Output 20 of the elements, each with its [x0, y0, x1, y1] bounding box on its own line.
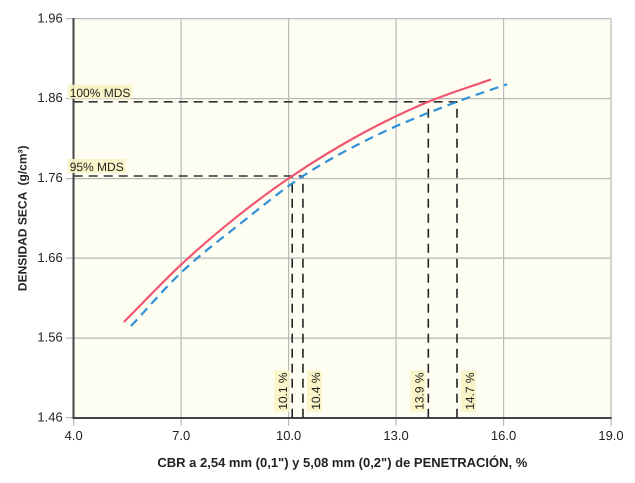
y-tick-label: 1.46 — [37, 409, 63, 424]
ref-line-label: 10.1 % — [276, 372, 290, 410]
x-tick-label: 4.0 — [64, 428, 83, 444]
ref-line-label: 14.7 % — [462, 372, 477, 410]
y-tick-label: 1.66 — [37, 250, 63, 265]
ref-line-label: 10.4 % — [308, 372, 323, 410]
x-tick-label: 7.0 — [172, 428, 190, 444]
x-tick-label: 19.0 — [598, 428, 624, 444]
y-tick-label: 1.76 — [37, 170, 63, 185]
y-tick-label: 1.56 — [37, 330, 63, 345]
ref-line-label: 100% MDS — [70, 86, 130, 100]
y-tick-label: 1.86 — [37, 90, 63, 106]
ref-line-label: 13.9 % — [412, 372, 426, 410]
y-axis-title: DENSIDAD SECA (g/cm³) — [16, 146, 30, 292]
x-axis-title: CBR a 2,54 mm (0,1") y 5,08 mm (0,2") de PENETRACIÓN, % — [157, 454, 528, 470]
ref-line-label: 95% MDS — [70, 160, 124, 174]
x-tick-label: 16.0 — [490, 428, 516, 444]
y-tick-label: 1.96 — [37, 10, 63, 26]
x-tick-label: 10.0 — [276, 428, 302, 444]
x-tick-label: 13.0 — [383, 428, 409, 444]
